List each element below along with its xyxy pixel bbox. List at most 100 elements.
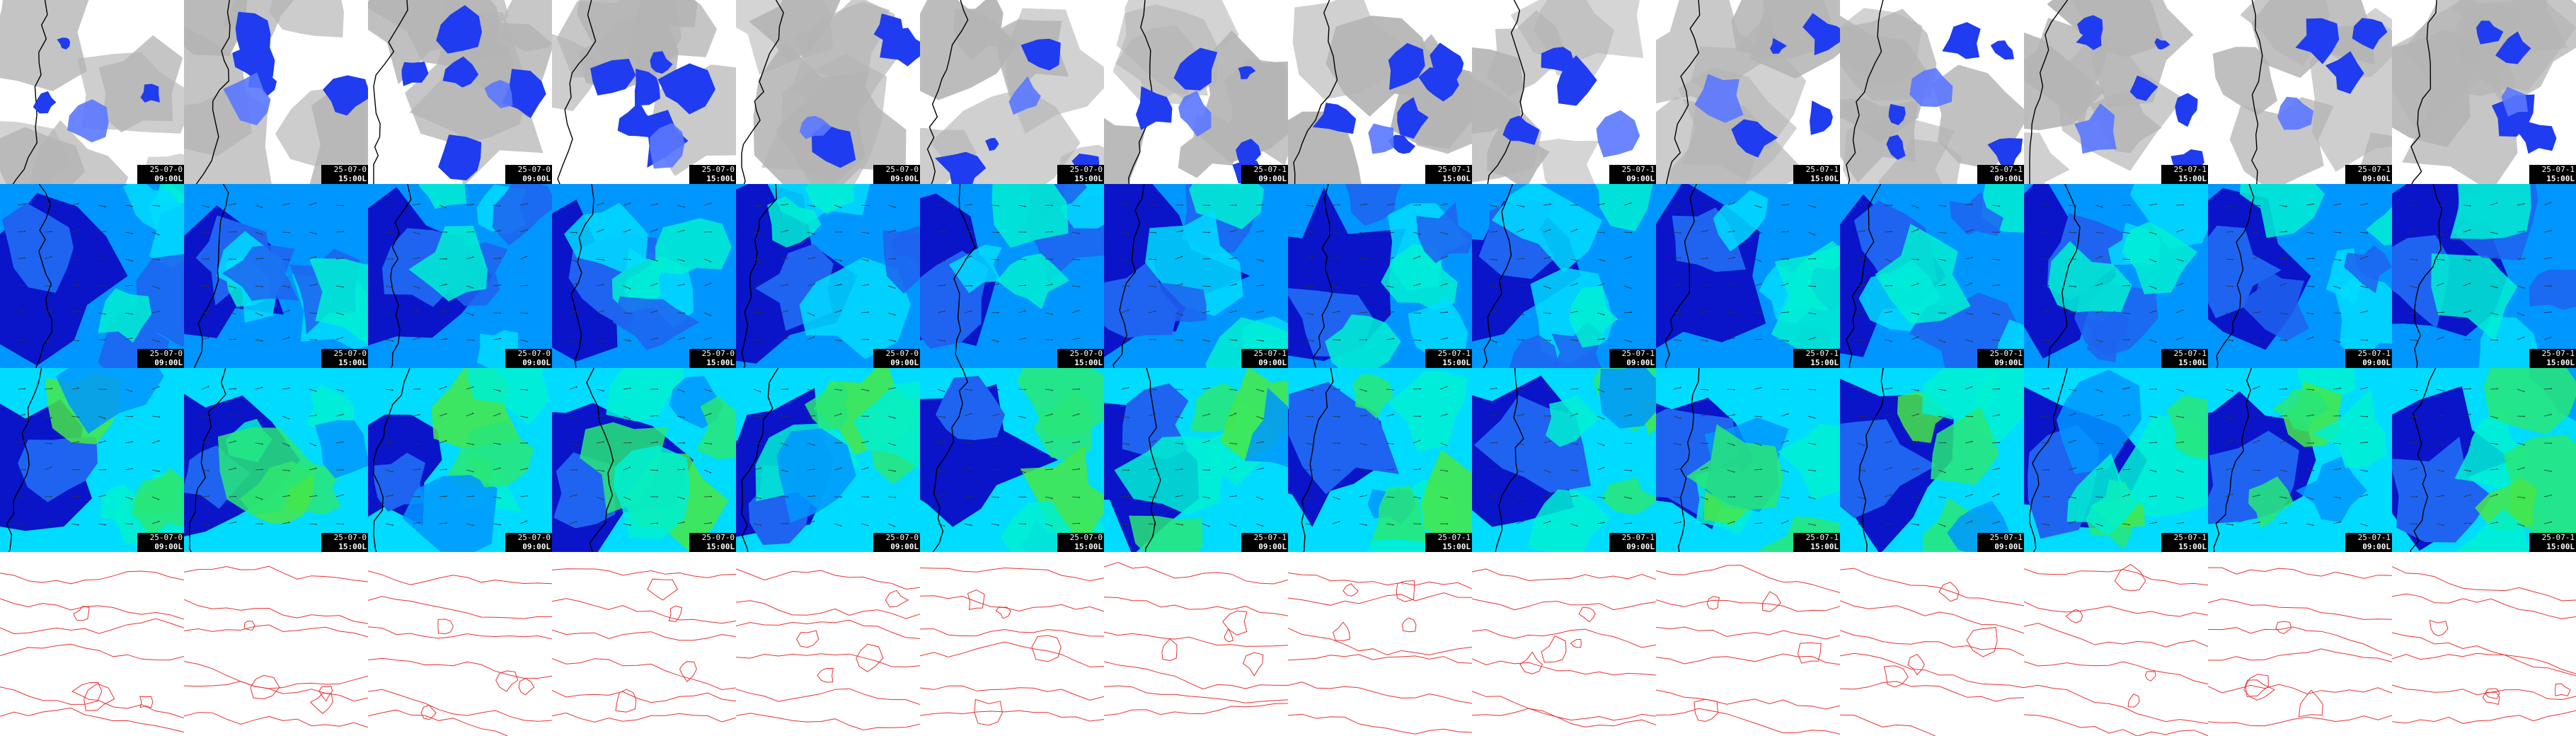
thumbnail-wind-surface-11[interactable]: 25-07-1 09:00L — [1840, 368, 2024, 552]
thumbnail-cloud-precip-5[interactable]: 25-07-0 09:00L — [736, 0, 920, 184]
wind-surface-map-image — [1104, 368, 1288, 552]
timestamp-time: 15:00L — [1074, 542, 1103, 551]
thumbnail-wind-850-14[interactable]: 25-07-1 15:00L — [2392, 184, 2576, 368]
thumbnail-wind-surface-13[interactable]: 25-07-1 09:00L — [2208, 368, 2392, 552]
timestamp-time: 09:00L — [522, 358, 551, 367]
wind-850-map-image — [920, 184, 1104, 368]
thumbnail-wind-surface-14[interactable]: 25-07-1 15:00L — [2392, 368, 2576, 552]
timestamp-time: 15:00L — [1810, 358, 1839, 367]
timestamp-date: 25-07-1 — [2541, 165, 2575, 174]
thumbnail-pressure-12[interactable] — [2024, 552, 2208, 736]
pressure-map-image — [552, 552, 736, 736]
timestamp-label: 25-07-0 15:00L — [1057, 165, 1104, 184]
thumbnail-cloud-precip-8[interactable]: 25-07-1 15:00L — [1288, 0, 1472, 184]
wind-850-map-image — [736, 184, 920, 368]
thumbnail-pressure-3[interactable] — [368, 552, 552, 736]
timestamp-date: 25-07-1 — [1989, 349, 2023, 358]
thumbnail-cloud-precip-4[interactable]: 25-07-0 15:00L — [552, 0, 736, 184]
timestamp-time: 15:00L — [2546, 358, 2575, 367]
thumbnail-cloud-precip-7[interactable]: 25-07-1 09:00L — [1104, 0, 1288, 184]
thumbnail-cloud-precip-11[interactable]: 25-07-1 09:00L — [1840, 0, 2024, 184]
thumbnail-wind-surface-9[interactable]: 25-07-1 09:00L — [1472, 368, 1656, 552]
thumbnail-cloud-precip-3[interactable]: 25-07-0 09:00L — [368, 0, 552, 184]
thumbnail-cloud-precip-1[interactable]: 25-07-0 09:00L — [0, 0, 184, 184]
timestamp-time: 09:00L — [1626, 358, 1655, 367]
thumbnail-pressure-14[interactable] — [2392, 552, 2576, 736]
timestamp-date: 25-07-1 — [2357, 165, 2391, 174]
thumbnail-wind-surface-3[interactable]: 25-07-0 09:00L — [368, 368, 552, 552]
thumbnail-pressure-10[interactable] — [1656, 552, 1840, 736]
timestamp-time: 15:00L — [1074, 358, 1103, 367]
timestamp-time: 09:00L — [890, 174, 919, 183]
thumbnail-pressure-1[interactable] — [0, 552, 184, 736]
thumbnail-cloud-precip-12[interactable]: 25-07-1 15:00L — [2024, 0, 2208, 184]
thumbnail-wind-surface-10[interactable]: 25-07-1 15:00L — [1656, 368, 1840, 552]
thumbnail-pressure-9[interactable] — [1472, 552, 1656, 736]
pressure-map-image — [1472, 552, 1656, 736]
thumbnail-cloud-precip-10[interactable]: 25-07-1 15:00L — [1656, 0, 1840, 184]
thumbnail-pressure-4[interactable] — [552, 552, 736, 736]
timestamp-label: 25-07-1 09:00L — [1977, 533, 2024, 552]
thumbnail-pressure-13[interactable] — [2208, 552, 2392, 736]
thumbnail-pressure-5[interactable] — [736, 552, 920, 736]
thumbnail-wind-850-9[interactable]: 25-07-1 09:00L — [1472, 184, 1656, 368]
wind-surface-map-image — [1656, 368, 1840, 552]
thumbnail-wind-surface-5[interactable]: 25-07-0 09:00L — [736, 368, 920, 552]
timestamp-label: 25-07-0 15:00L — [689, 165, 736, 184]
wind-850-map-image — [2024, 184, 2208, 368]
timestamp-label: 25-07-1 09:00L — [1609, 533, 1656, 552]
thumbnail-wind-surface-2[interactable]: 25-07-0 15:00L — [184, 368, 368, 552]
wind-850-map-image — [552, 184, 736, 368]
wind-surface-map-image — [736, 368, 920, 552]
thumbnail-wind-850-2[interactable]: 25-07-0 15:00L — [184, 184, 368, 368]
pressure-map-image — [2024, 552, 2208, 736]
pressure-map-image — [920, 552, 1104, 736]
thumbnail-wind-850-6[interactable]: 25-07-0 15:00L — [920, 184, 1104, 368]
thumbnail-wind-850-11[interactable]: 25-07-1 09:00L — [1840, 184, 2024, 368]
thumbnail-wind-surface-8[interactable]: 25-07-1 15:00L — [1288, 368, 1472, 552]
thumbnail-wind-850-12[interactable]: 25-07-1 15:00L — [2024, 184, 2208, 368]
thumbnail-cloud-precip-9[interactable]: 25-07-1 09:00L — [1472, 0, 1656, 184]
thumbnail-wind-850-7[interactable]: 25-07-1 09:00L — [1104, 184, 1288, 368]
wind-surface-map-image — [368, 368, 552, 552]
wind-850-map-image — [0, 184, 184, 368]
timestamp-time: 15:00L — [1442, 358, 1471, 367]
thumbnail-pressure-11[interactable] — [1840, 552, 2024, 736]
pressure-map-image — [2208, 552, 2392, 736]
thumbnail-cloud-precip-14[interactable]: 25-07-1 15:00L — [2392, 0, 2576, 184]
thumbnail-wind-850-4[interactable]: 25-07-0 15:00L — [552, 184, 736, 368]
timestamp-label: 25-07-1 09:00L — [1241, 533, 1288, 552]
timestamp-time: 09:00L — [1994, 542, 2023, 551]
timestamp-label: 25-07-0 09:00L — [505, 533, 552, 552]
thumbnail-wind-surface-7[interactable]: 25-07-1 09:00L — [1104, 368, 1288, 552]
wind-850-map-image — [1840, 184, 2024, 368]
thumbnail-wind-surface-1[interactable]: 25-07-0 09:00L — [0, 368, 184, 552]
timestamp-date: 25-07-1 — [2357, 349, 2391, 358]
thumbnail-wind-surface-4[interactable]: 25-07-0 15:00L — [552, 368, 736, 552]
thumbnail-pressure-2[interactable] — [184, 552, 368, 736]
thumbnail-wind-850-8[interactable]: 25-07-1 15:00L — [1288, 184, 1472, 368]
thumbnail-wind-surface-6[interactable]: 25-07-0 15:00L — [920, 368, 1104, 552]
timestamp-label: 25-07-1 09:00L — [2345, 533, 2392, 552]
thumbnail-wind-850-10[interactable]: 25-07-1 15:00L — [1656, 184, 1840, 368]
thumbnail-cloud-precip-13[interactable]: 25-07-1 09:00L — [2208, 0, 2392, 184]
thumbnail-wind-850-1[interactable]: 25-07-0 09:00L — [0, 184, 184, 368]
thumbnail-pressure-8[interactable] — [1288, 552, 1472, 736]
timestamp-time: 09:00L — [2362, 542, 2391, 551]
timestamp-label: 25-07-0 09:00L — [137, 533, 184, 552]
timestamp-label: 25-07-1 15:00L — [2529, 349, 2576, 368]
thumbnail-pressure-6[interactable] — [920, 552, 1104, 736]
timestamp-time: 09:00L — [1626, 174, 1655, 183]
thumbnail-cloud-precip-2[interactable]: 25-07-0 15:00L — [184, 0, 368, 184]
thumbnail-wind-surface-12[interactable]: 25-07-1 15:00L — [2024, 368, 2208, 552]
thumbnail-pressure-7[interactable] — [1104, 552, 1288, 736]
thumbnail-cloud-precip-6[interactable]: 25-07-0 15:00L — [920, 0, 1104, 184]
thumbnail-wind-850-13[interactable]: 25-07-1 09:00L — [2208, 184, 2392, 368]
thumbnail-wind-850-5[interactable]: 25-07-0 09:00L — [736, 184, 920, 368]
timestamp-date: 25-07-0 — [149, 165, 183, 174]
cloud-precip-map-image — [736, 0, 920, 184]
pressure-map-image — [1104, 552, 1288, 736]
wind-850-map-image — [1472, 184, 1656, 368]
thumbnail-wind-850-3[interactable]: 25-07-0 09:00L — [368, 184, 552, 368]
timestamp-time: 09:00L — [154, 358, 183, 367]
